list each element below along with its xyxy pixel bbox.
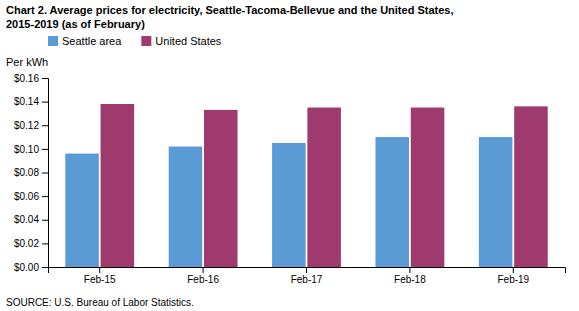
y-tick: $0.10 bbox=[14, 144, 48, 155]
subtitle: 2015-2019 (as of February) bbox=[6, 18, 145, 30]
x-tick-mark bbox=[409, 267, 410, 273]
legend-label: United States bbox=[155, 35, 222, 47]
y-tick-mark bbox=[42, 196, 48, 197]
legend-swatch bbox=[48, 36, 58, 46]
x-tick: Feb-18 bbox=[394, 267, 426, 285]
x-axis: Feb-15 Feb-16 Feb-17 Feb-18 Feb-19 bbox=[49, 267, 566, 285]
y-tick-label: $0.04 bbox=[14, 214, 39, 225]
y-tick-label: $0.08 bbox=[14, 167, 39, 178]
x-tick: Feb-16 bbox=[187, 267, 219, 285]
y-tick-mark bbox=[42, 125, 48, 126]
x-tick-label: Feb-16 bbox=[187, 274, 219, 285]
bar bbox=[204, 110, 238, 267]
source: SOURCE: U.S. Bureau of Labor Statistics. bbox=[6, 297, 194, 308]
x-tick-mark bbox=[306, 267, 307, 273]
y-tick: $0.16 bbox=[14, 73, 48, 84]
y-tick-label: $0.14 bbox=[14, 96, 39, 107]
y-tick-label: $0.10 bbox=[14, 144, 39, 155]
legend-label: Seattle area bbox=[62, 35, 122, 47]
x-tick-label: Feb-18 bbox=[394, 274, 426, 285]
title: Chart 2. Average prices for electricity,… bbox=[6, 4, 453, 16]
bar bbox=[375, 137, 409, 267]
bar bbox=[479, 137, 513, 267]
y-axis-line bbox=[42, 79, 49, 268]
y-tick-mark bbox=[42, 267, 48, 268]
y-tick-label: $0.16 bbox=[14, 73, 39, 84]
y-tick-label: $0.12 bbox=[14, 120, 39, 131]
plot: $0.00 $0.02 $0.04 $0.06 $0.08 $0.10 $0.12 $0.14… bbox=[14, 73, 566, 285]
bars bbox=[65, 104, 547, 267]
legend-swatch bbox=[141, 36, 151, 46]
legend-item: Seattle area bbox=[48, 35, 122, 47]
y-tick-mark bbox=[42, 149, 48, 150]
y-tick-mark bbox=[42, 78, 48, 79]
bar bbox=[307, 108, 341, 267]
y-tick-mark bbox=[42, 220, 48, 221]
legend: Seattle area United States bbox=[48, 35, 222, 47]
bar bbox=[169, 147, 203, 267]
y-axis: $0.00 $0.02 $0.04 $0.06 $0.08 $0.10 $0.12 $0.14… bbox=[14, 73, 49, 273]
chart: Chart 2. Average prices for electricity,… bbox=[0, 0, 579, 311]
x-tick-label: Feb-17 bbox=[291, 274, 323, 285]
y-tick: $0.02 bbox=[14, 238, 48, 249]
bar bbox=[411, 108, 445, 267]
y-tick-mark bbox=[42, 243, 48, 244]
y-tick-mark bbox=[42, 102, 48, 103]
x-tick-label: Feb-15 bbox=[84, 274, 116, 285]
x-tick-mark bbox=[513, 267, 514, 273]
y-tick-mark bbox=[42, 173, 48, 174]
y-tick: $0.14 bbox=[14, 96, 48, 107]
y-tick: $0.08 bbox=[14, 167, 48, 178]
y-tick: $0.06 bbox=[14, 191, 48, 202]
legend-item: United States bbox=[141, 35, 222, 47]
y-tick: $0.04 bbox=[14, 214, 48, 225]
y-tick-label: $0.02 bbox=[14, 238, 39, 249]
x-tick-mark bbox=[99, 267, 100, 273]
y-tick: $0.00 bbox=[14, 262, 48, 273]
x-tick-label: Feb-19 bbox=[497, 274, 529, 285]
y-axis-label: Per kWh bbox=[6, 56, 48, 68]
bar-series bbox=[101, 104, 548, 267]
bar bbox=[65, 154, 99, 267]
x-tick: Feb-15 bbox=[84, 267, 116, 285]
bar bbox=[272, 143, 306, 267]
x-tick: Feb-17 bbox=[291, 267, 323, 285]
x-tick: Feb-19 bbox=[497, 267, 529, 285]
bar bbox=[514, 106, 548, 267]
y-tick-label: $0.00 bbox=[14, 262, 39, 273]
x-axis-line bbox=[49, 268, 566, 274]
y-tick: $0.12 bbox=[14, 120, 48, 131]
x-tick-mark bbox=[203, 267, 204, 273]
y-tick-label: $0.06 bbox=[14, 191, 39, 202]
bar bbox=[101, 104, 135, 267]
